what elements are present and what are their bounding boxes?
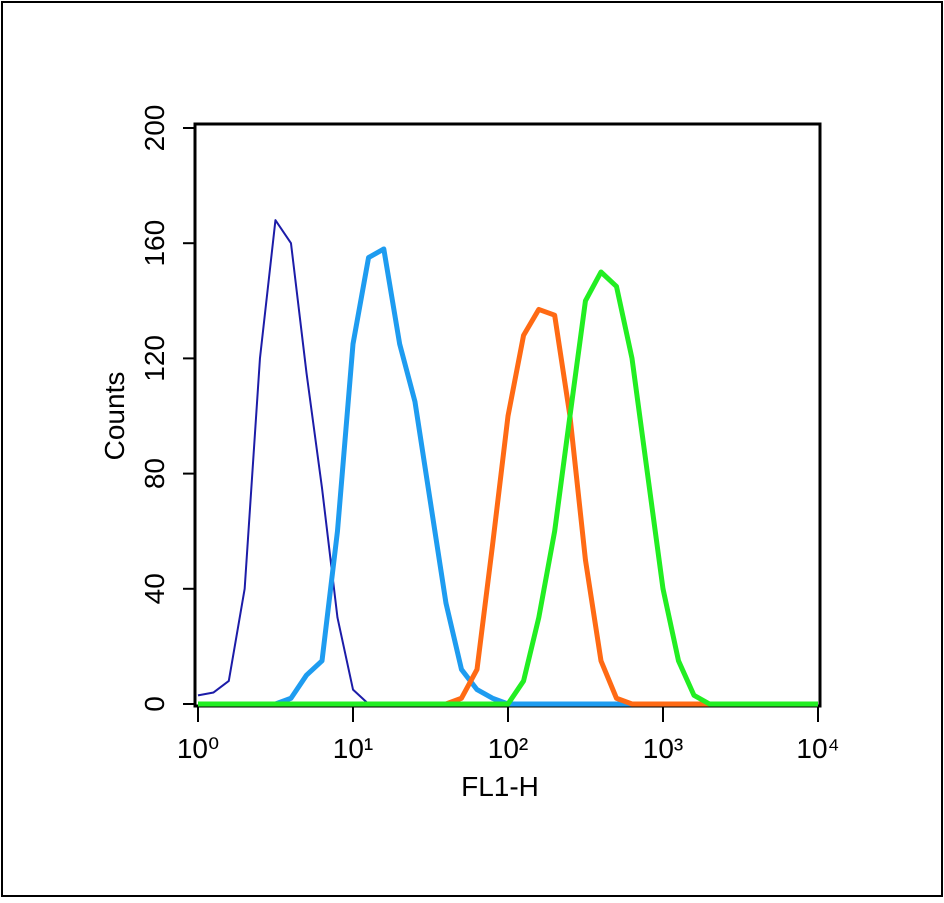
y-tick-label: 40 — [139, 573, 170, 604]
x-axis-label: FL1-H — [461, 771, 539, 802]
x-tick-label: 10⁴ — [796, 733, 839, 764]
y-tick-label: 160 — [139, 220, 170, 267]
y-axis-label: Counts — [99, 372, 130, 461]
histogram-line — [198, 269, 818, 707]
y-tick-label: 0 — [139, 696, 170, 712]
y-tick-label: 80 — [139, 458, 170, 489]
x-tick-label: 10¹ — [333, 733, 373, 764]
x-tick-label: 10³ — [643, 733, 683, 764]
x-tick-label: 10⁰ — [177, 733, 219, 764]
y-tick-label: 200 — [139, 105, 170, 152]
x-tick-label: 10² — [488, 733, 528, 764]
y-tick-label: 120 — [139, 335, 170, 382]
